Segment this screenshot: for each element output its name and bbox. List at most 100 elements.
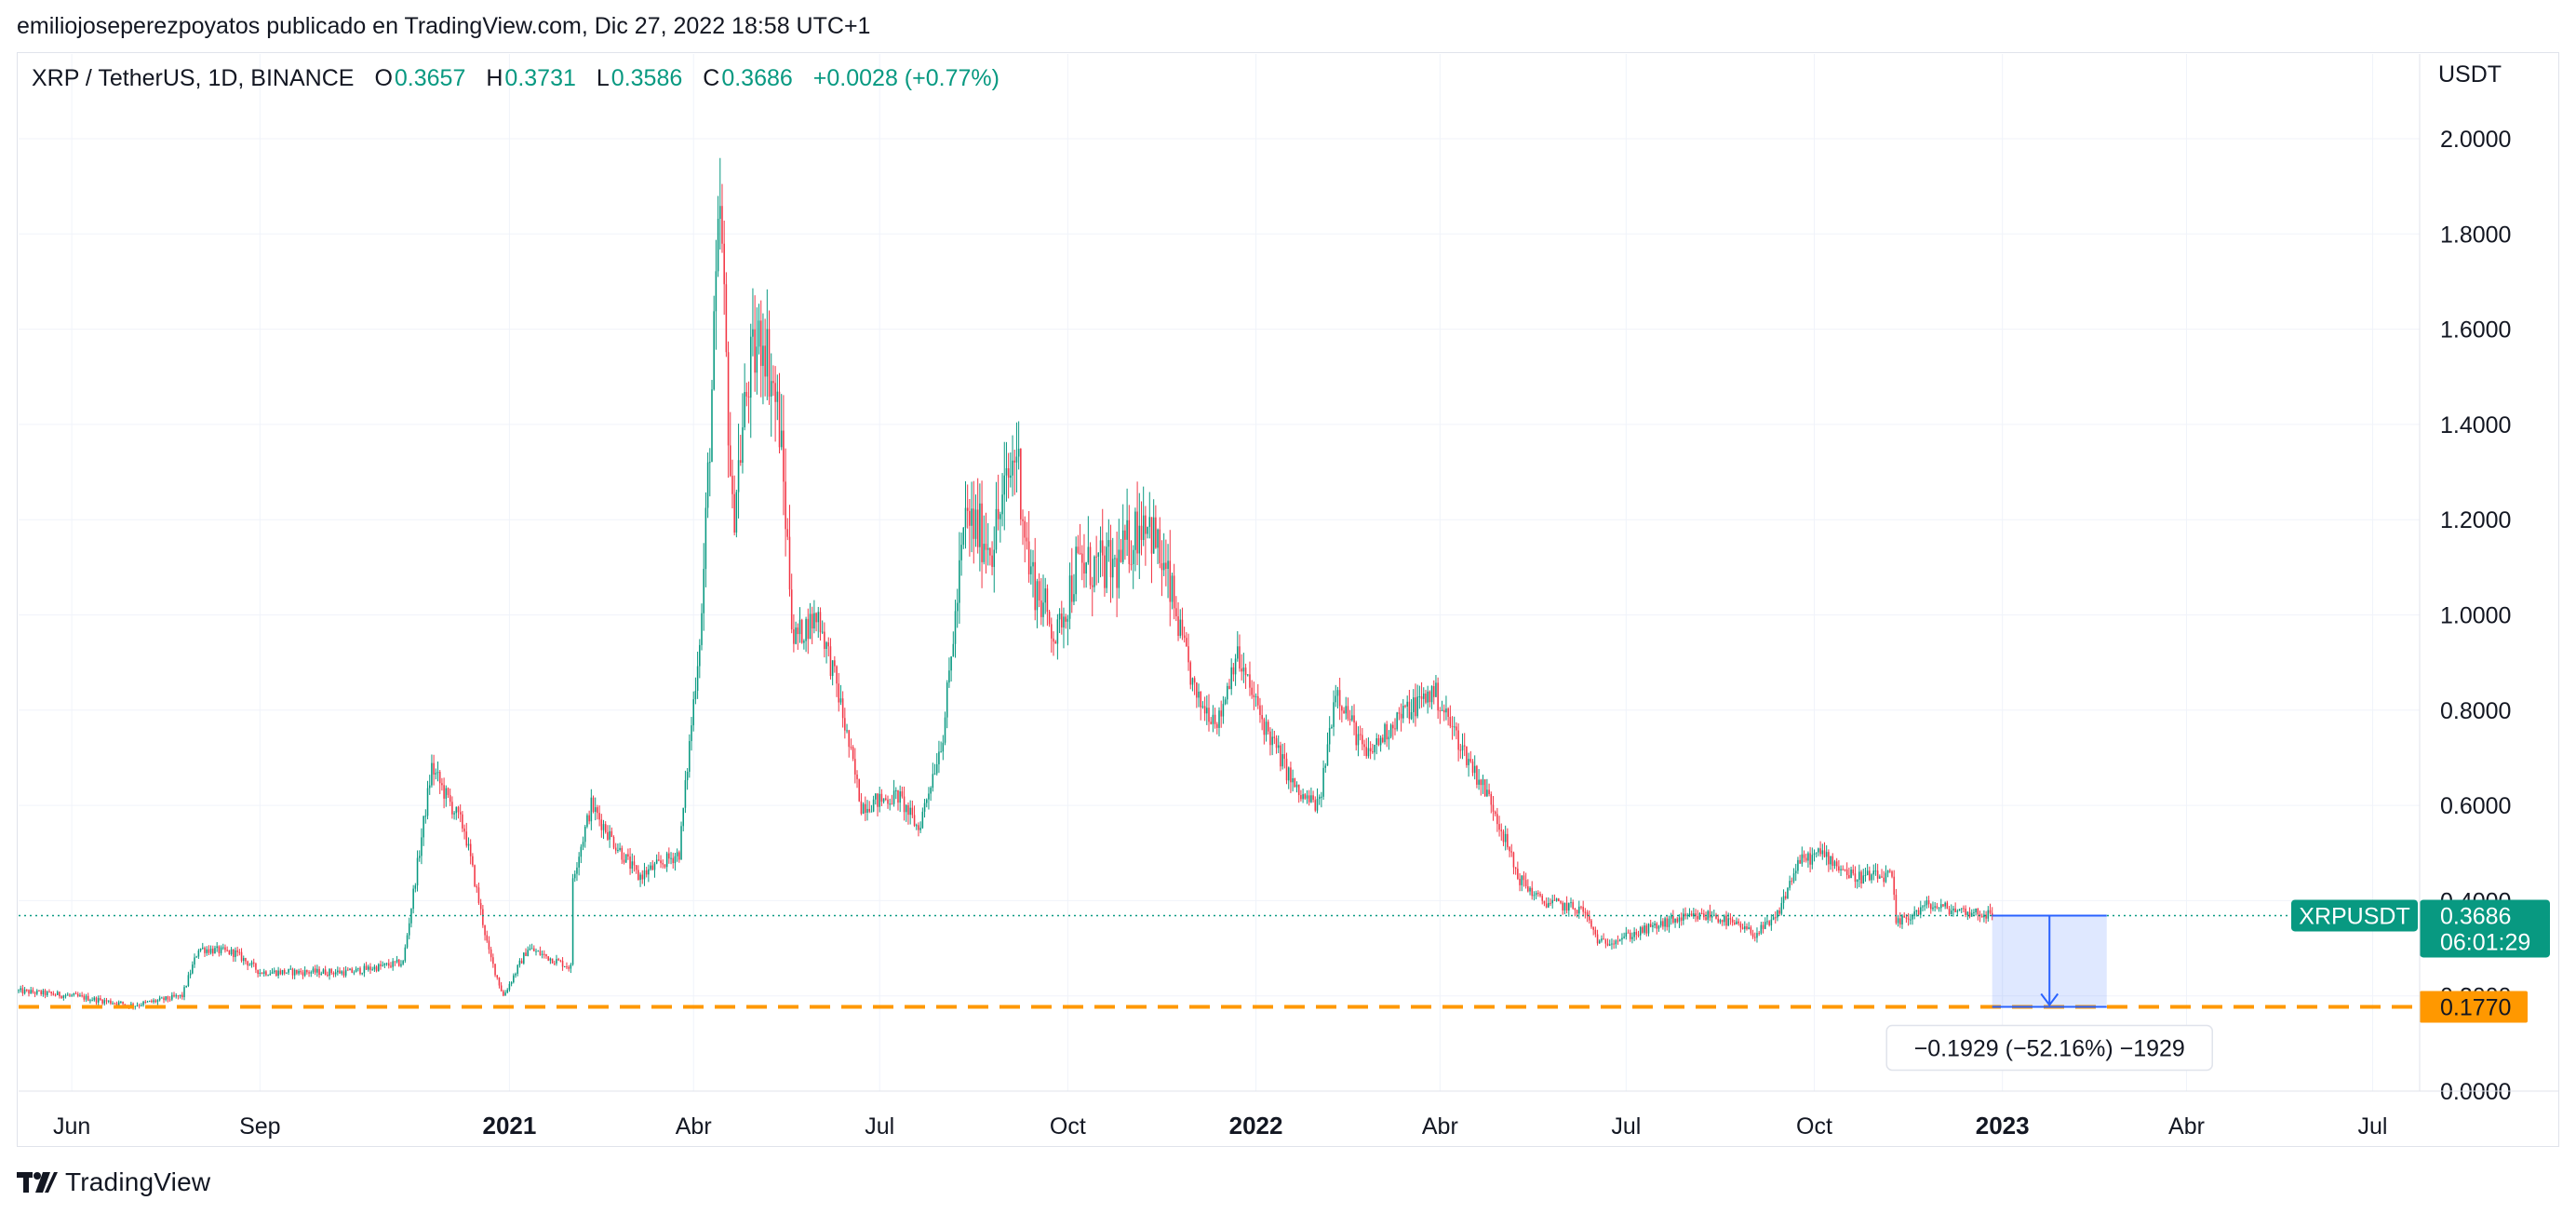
candle [146, 1000, 149, 1003]
candle [1183, 627, 1186, 643]
candle-body [1345, 706, 1348, 714]
candle-body [721, 206, 723, 244]
candle [462, 811, 463, 832]
candle [772, 365, 774, 397]
candle [609, 825, 610, 848]
candle [1150, 517, 1153, 584]
candle-body [903, 796, 906, 813]
candle-body [351, 968, 353, 973]
legend-symbol[interactable]: XRP / TetherUS, 1D, BINANCE [32, 65, 355, 91]
candle-body [1404, 706, 1406, 708]
candle-body [397, 959, 400, 966]
candle-body [1860, 871, 1862, 884]
candle [742, 393, 744, 474]
candle [1471, 759, 1474, 776]
candle-body [1162, 562, 1165, 571]
candle [954, 600, 957, 658]
candle [976, 478, 979, 554]
candle [1504, 825, 1507, 851]
candle [1510, 843, 1513, 857]
candle-body [50, 991, 52, 994]
candle-body [1750, 927, 1752, 934]
time-tick-label: Abr [676, 1113, 712, 1140]
candle [194, 953, 195, 968]
candle-body [1277, 745, 1280, 749]
currency-label[interactable]: USDT [2438, 61, 2502, 88]
candle-body [163, 997, 165, 1001]
candle [1654, 921, 1656, 929]
candle [960, 533, 962, 576]
candle [624, 854, 627, 863]
candle-body [674, 856, 677, 864]
candle [586, 813, 588, 829]
candle [1187, 633, 1189, 671]
time-tick-label: Jun [53, 1113, 90, 1140]
candle [651, 860, 654, 870]
candle [1496, 807, 1498, 832]
candle [1228, 679, 1230, 690]
candle-body [1913, 911, 1915, 917]
candle [1007, 452, 1010, 499]
candle [1087, 516, 1090, 565]
candle [1177, 602, 1179, 641]
candle-body [1845, 869, 1848, 875]
candle [387, 959, 390, 969]
candle-body [870, 811, 873, 813]
candle [1960, 908, 1963, 913]
candle-body [503, 991, 504, 996]
candle [1453, 716, 1456, 736]
candle [1020, 448, 1022, 526]
candle-body [520, 960, 523, 964]
candle [1791, 877, 1793, 885]
candle [1375, 733, 1377, 755]
candle [1550, 898, 1551, 907]
candle [1389, 723, 1392, 739]
candle-body [1429, 691, 1431, 703]
candle [1524, 872, 1527, 889]
candle-body [717, 218, 719, 272]
candle-body [1833, 861, 1836, 867]
candle-body [281, 969, 284, 975]
candle-body [986, 547, 989, 550]
candle-body [428, 785, 431, 789]
candle-body [629, 856, 631, 870]
candle-body [1807, 853, 1809, 861]
candle [165, 996, 167, 1002]
candle [1000, 511, 1001, 543]
candle-body [438, 772, 441, 784]
candle-body [1482, 779, 1484, 786]
candle-body [1285, 758, 1288, 781]
candle [1784, 891, 1787, 900]
candle-body [347, 969, 349, 971]
candle-body [1453, 726, 1456, 728]
candle-body [1077, 546, 1080, 553]
candle-body [1792, 873, 1795, 882]
candle-body [1659, 921, 1662, 926]
candle [1750, 924, 1752, 936]
candle-body [1234, 658, 1237, 675]
candle-body [236, 950, 238, 952]
candle [877, 793, 879, 816]
candle-body [1758, 933, 1760, 935]
candle-body [1548, 902, 1550, 908]
candle-body [1550, 902, 1551, 904]
candle [1883, 870, 1885, 887]
candle-body [1036, 581, 1039, 611]
candle-body [1858, 871, 1860, 881]
candle-body [1586, 911, 1589, 916]
candle-body [1727, 918, 1729, 926]
candle [1196, 681, 1198, 708]
candle-body [631, 861, 634, 870]
candle [935, 752, 938, 776]
candle [212, 945, 214, 957]
candle-body [183, 987, 185, 998]
candle [942, 735, 945, 761]
candle [758, 304, 760, 355]
candle [854, 748, 856, 784]
candle [635, 864, 637, 874]
tradingview-logo[interactable]: TradingView [17, 1167, 210, 1197]
candle-body [841, 698, 844, 719]
candle [1271, 728, 1273, 756]
candle-body [1468, 759, 1469, 765]
